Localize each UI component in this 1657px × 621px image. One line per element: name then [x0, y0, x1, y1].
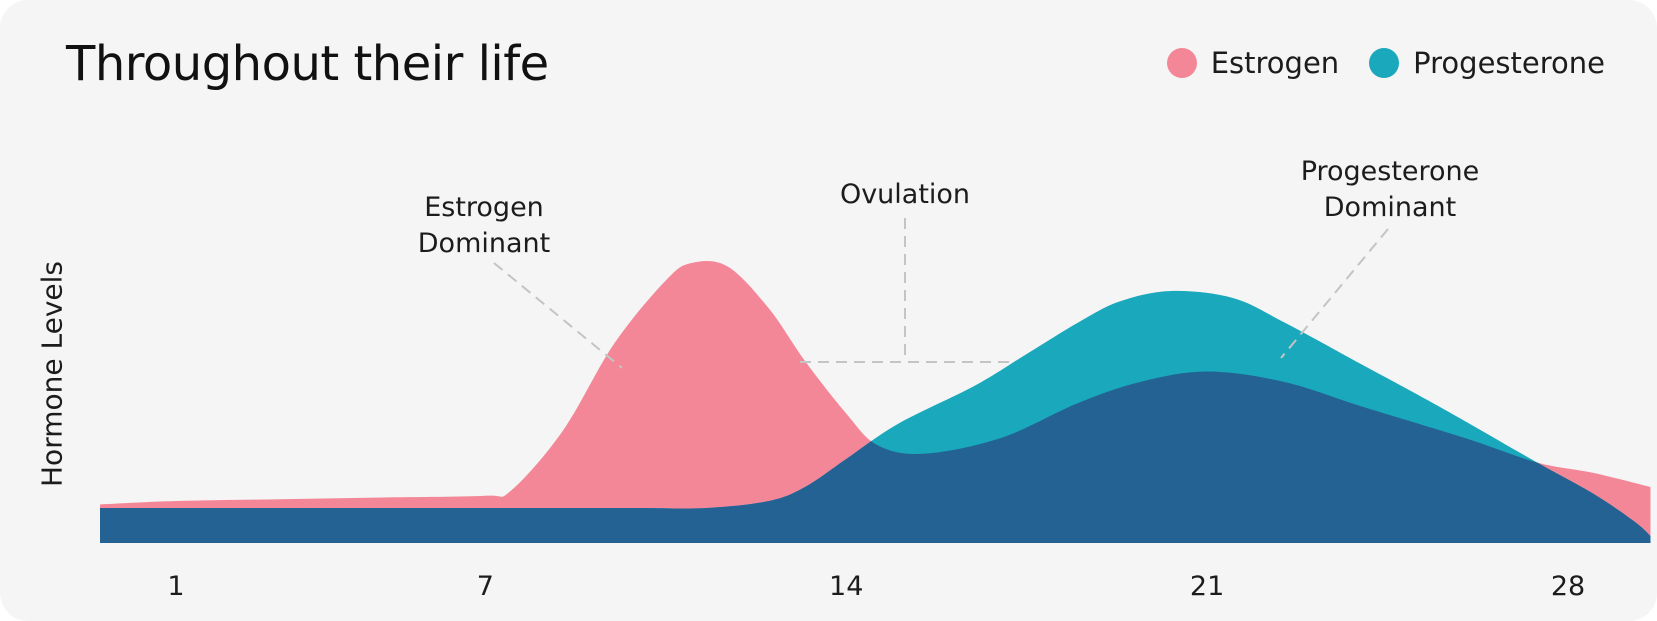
- legend-label-progesterone: Progesterone: [1413, 46, 1605, 80]
- x-tick-label: 21: [1190, 571, 1224, 602]
- x-tick-label: 1: [167, 571, 184, 602]
- legend-swatch-estrogen: [1166, 48, 1197, 78]
- chart-legend: Estrogen Progesterone: [1166, 46, 1605, 80]
- x-tick-label: 7: [477, 571, 494, 602]
- legend-label-estrogen: Estrogen: [1210, 46, 1340, 80]
- legend-item-progesterone: Progesterone: [1369, 46, 1605, 80]
- annotation-progesterone-dominant: Progesterone Dominant: [1301, 156, 1480, 223]
- annotation-progesterone-dominant-line: Dominant: [1324, 192, 1456, 223]
- annotation-estrogen-dominant-line: Estrogen: [424, 192, 544, 223]
- chart-title: Throughout their life: [66, 36, 549, 92]
- x-tick-label: 14: [829, 571, 863, 602]
- legend-swatch-progesterone: [1369, 48, 1400, 78]
- legend-item-estrogen: Estrogen: [1166, 46, 1340, 80]
- estrogen-dominant-leader: [493, 262, 623, 369]
- plot-area: [100, 261, 1651, 543]
- x-tick-label: 28: [1551, 571, 1585, 602]
- annotation-ovulation-line: Ovulation: [840, 179, 970, 210]
- annotation-ovulation: Ovulation: [840, 179, 970, 210]
- annotation-estrogen-dominant: Estrogen Dominant: [418, 192, 550, 259]
- annotation-progesterone-dominant-line: Progesterone: [1301, 156, 1480, 187]
- annotation-estrogen-dominant-line: Dominant: [418, 228, 550, 259]
- progesterone-dominant-leader: [1280, 228, 1389, 359]
